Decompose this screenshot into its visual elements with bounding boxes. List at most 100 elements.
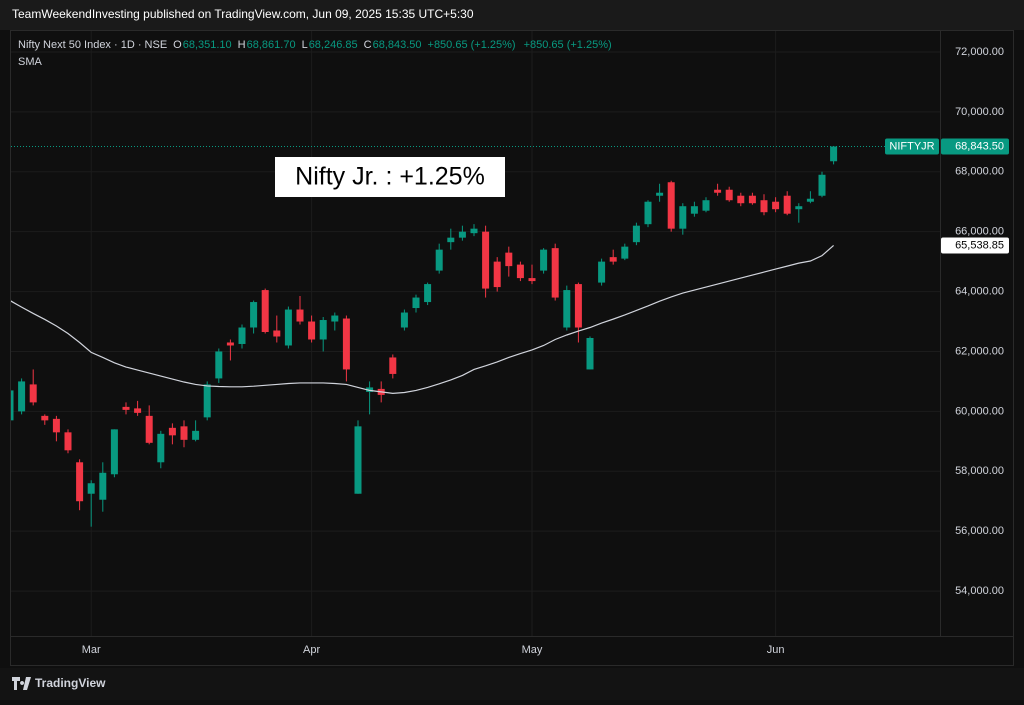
candle-body <box>621 246 629 259</box>
candle-body <box>806 198 814 202</box>
last-price-label: 68,843.50 <box>955 140 1004 152</box>
candle-body <box>737 195 745 204</box>
sma-line <box>11 245 834 395</box>
last-price-tag <box>941 138 1009 155</box>
candle-body <box>632 225 640 243</box>
candle-body <box>656 192 664 196</box>
candle-body <box>180 426 188 440</box>
symbol-tag <box>885 138 939 155</box>
candle-body <box>435 249 443 271</box>
candle-body <box>319 320 327 340</box>
candle-body <box>400 312 408 328</box>
candle-body <box>308 321 316 340</box>
candle-body <box>574 284 582 328</box>
sma-price-label: 65,538.85 <box>955 239 1004 251</box>
candle-body <box>284 309 292 346</box>
candle-body <box>203 384 211 418</box>
axes: 54,000.00 56,000.00 58,000.00 60,000.00 62,0… <box>82 46 1009 656</box>
candle-body <box>667 182 675 229</box>
legend: O 68,351.10 H 68,861.70 L 68,246.85 C 68,843.50… <box>173 39 612 51</box>
candle-body <box>122 406 130 410</box>
legend-key: L <box>302 39 308 51</box>
legend-value: 68,861.70 <box>247 39 296 51</box>
brand: TradingView <box>35 676 106 690</box>
candle-body <box>505 252 513 267</box>
publisher: TeamWeekendInvesting published on Tradin… <box>12 7 474 21</box>
candle-body <box>261 290 269 333</box>
y-tick-label: 62,000.00 <box>955 345 1004 357</box>
candle-body <box>192 430 200 440</box>
sma-price-tag <box>941 237 1009 254</box>
candle-body <box>447 237 455 243</box>
candle-body <box>238 327 246 344</box>
change-label: +850.65 (+1.25%) <box>524 39 612 51</box>
candle-body <box>354 426 362 494</box>
candle-body <box>331 315 339 322</box>
candle-body <box>714 189 722 193</box>
x-tick-label: Apr <box>303 644 320 656</box>
brand-logo <box>12 677 31 690</box>
chart-title: Nifty Next 50 Index · 1D · NSE <box>18 39 167 51</box>
candle-body <box>215 351 223 379</box>
candle-body <box>64 432 72 451</box>
y-tick-label: 56,000.00 <box>955 525 1004 537</box>
candle-body <box>609 257 617 262</box>
candle-body <box>690 206 698 214</box>
candle-body <box>145 415 153 443</box>
candle-body <box>598 261 606 283</box>
y-tick-label: 60,000.00 <box>955 405 1004 417</box>
candle-body <box>52 418 60 433</box>
candle-body <box>482 231 490 289</box>
candle-body <box>783 195 791 214</box>
candle-body <box>157 433 165 463</box>
candle-body <box>760 200 768 213</box>
plot <box>11 145 940 527</box>
legend-key: O <box>173 39 182 51</box>
y-tick-label: 68,000.00 <box>955 166 1004 178</box>
legend-value: 68,843.50 <box>373 39 422 51</box>
candle-body <box>586 337 594 370</box>
candle-body <box>273 330 281 337</box>
candle-body <box>702 200 710 211</box>
candle-body <box>818 174 826 196</box>
y-tick-label: 66,000.00 <box>955 226 1004 238</box>
candle-body <box>11 390 14 421</box>
candle-body <box>366 387 374 392</box>
candle-body <box>493 261 501 288</box>
legend-key: C <box>364 39 372 51</box>
candle-body <box>540 249 548 271</box>
header-bar <box>0 0 1024 30</box>
candle-body <box>551 248 559 298</box>
candle-body <box>87 483 95 494</box>
candle-body <box>226 342 234 346</box>
candle-body <box>134 408 142 413</box>
candle-body <box>18 381 26 412</box>
candle-body <box>389 357 397 374</box>
y-tick-label: 70,000.00 <box>955 106 1004 118</box>
candle-body <box>470 228 478 234</box>
candle-body <box>748 195 756 204</box>
candle-body <box>528 278 536 282</box>
legend-key: H <box>238 39 246 51</box>
legend-value: 68,246.85 <box>309 39 358 51</box>
candle-body <box>830 146 838 162</box>
candle-body <box>296 309 304 322</box>
candle-body <box>41 415 49 421</box>
candle-body <box>99 472 107 500</box>
y-tick-label: 54,000.00 <box>955 585 1004 597</box>
x-tick-label: Mar <box>82 644 101 656</box>
y-tick-label: 64,000.00 <box>955 285 1004 297</box>
candle-body <box>795 206 803 210</box>
legend-value: 68,351.10 <box>183 39 232 51</box>
overlay-name: SMA <box>18 56 43 68</box>
y-tick-label: 58,000.00 <box>955 465 1004 477</box>
candle-body <box>679 206 687 229</box>
candle-body <box>725 189 733 201</box>
chart-frame <box>10 30 1014 666</box>
y-tick-label: 72,000.00 <box>955 46 1004 58</box>
annotation: Nifty Jr. : +1.25% <box>295 163 485 191</box>
candle-body <box>29 384 37 403</box>
candle-body <box>110 429 118 475</box>
grid <box>11 31 940 636</box>
